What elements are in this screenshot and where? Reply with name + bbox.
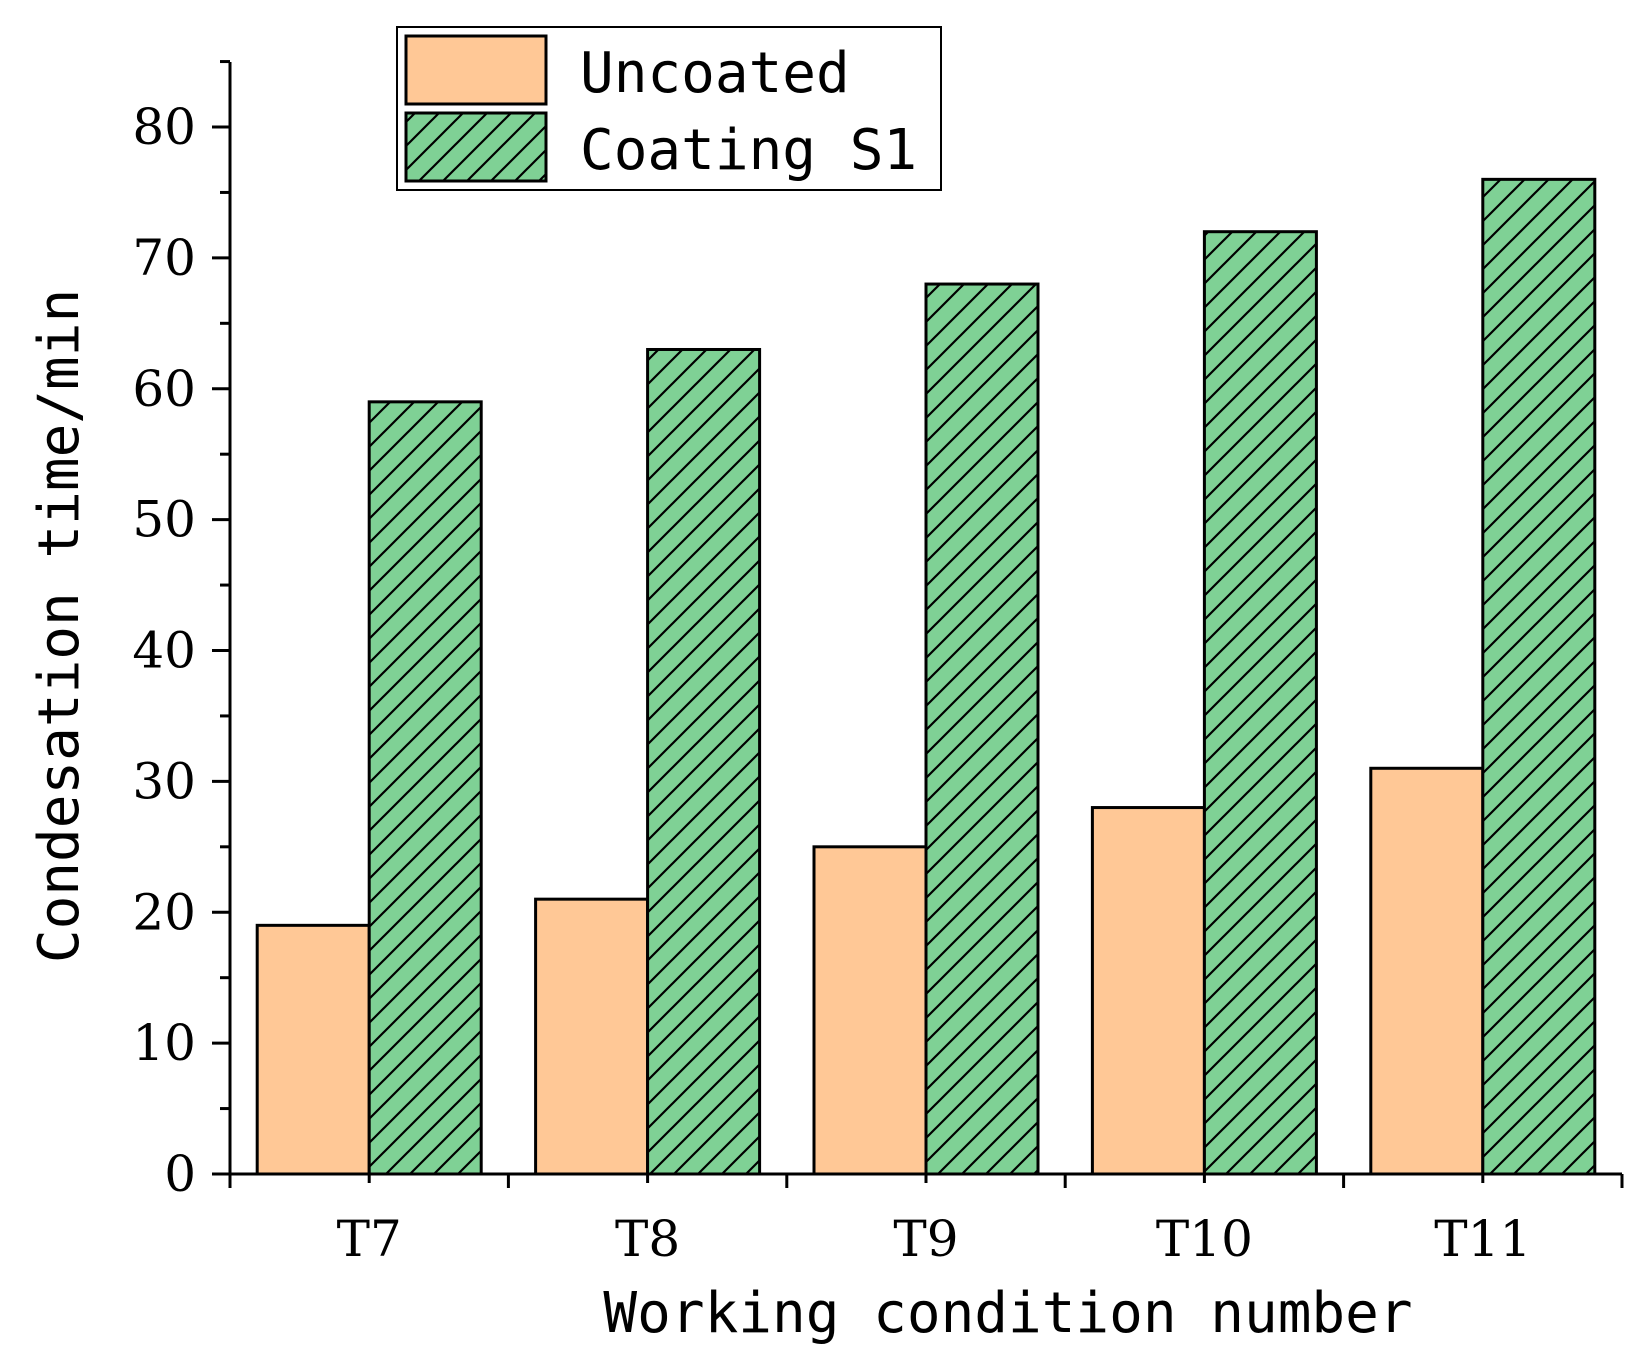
bar-coating-s1-t10 [1202,230,1318,1176]
x-tick-label-t8: T8 [615,1210,680,1268]
bar-coating-s1-t11 [1481,177,1597,1176]
legend-label-uncoated: Uncoated [580,41,850,106]
y-tick-label: 80 [132,98,196,156]
bar-coating-s1-t8 [646,347,762,1176]
bar-uncoated-t10 [1090,806,1206,1176]
bars-group [255,177,1597,1176]
y-tick-label: 30 [132,752,196,810]
bar-uncoated-t8 [534,897,650,1176]
y-ticks-group: 0 10 20 30 40 50 60 70 80 [132,60,230,1203]
x-tick-label-t9: T9 [893,1210,958,1268]
x-tick-label-t11: T11 [1434,1210,1531,1268]
bar-coating-s1-t9 [924,282,1040,1176]
y-axis-title: Condesation time/min [27,289,92,963]
bar-uncoated-t7 [255,923,371,1176]
bar-uncoated-t11 [1369,766,1485,1176]
y-tick-label: 10 [132,1014,196,1072]
legend: Uncoated Coating S1 [396,26,942,191]
bar-uncoated-t9 [812,845,928,1176]
legend-label-coating-s1: Coating S1 [580,118,917,183]
legend-swatch-uncoated [404,34,548,106]
y-tick-label: 70 [132,229,196,287]
y-tick-label: 20 [132,883,196,941]
y-tick-label: 0 [164,1145,196,1203]
x-ticks-group: T7 T8 T9 T10 T11 [228,1174,1624,1268]
y-tick-label: 50 [132,491,196,549]
y-tick-label: 40 [132,622,196,680]
x-axis-title: Working condition number [603,1281,1412,1346]
legend-swatch-coating-s1 [404,111,548,183]
x-tick-label-t10: T10 [1156,1210,1253,1268]
bar-coating-s1-t7 [367,400,483,1176]
y-tick-label: 60 [132,360,196,418]
x-tick-label-t7: T7 [337,1210,402,1268]
